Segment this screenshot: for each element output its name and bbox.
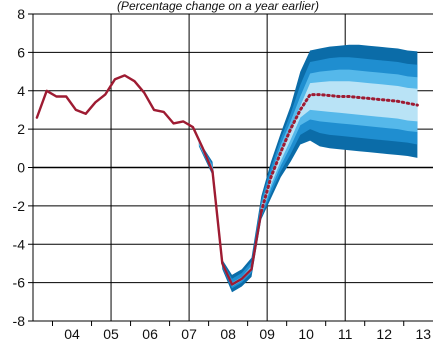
y-tick-label: 2	[17, 121, 25, 137]
x-tick-label: 04	[64, 326, 80, 342]
x-tick-labels: 04 05 06 07 08 09 10 11 12 13	[64, 326, 431, 342]
y-tick-label: 4	[17, 83, 25, 99]
y-tick-labels: -8 -6 -4 -2 0 2 4 6 8	[13, 6, 26, 329]
x-tick-label: 06	[142, 326, 158, 342]
data-line	[37, 75, 261, 284]
x-tick-label: 10	[298, 326, 314, 342]
y-tick-label: -4	[13, 236, 26, 252]
chart-title: (Percentage change on a year earlier)	[117, 0, 319, 13]
x-tick-label: 05	[103, 326, 119, 342]
y-tick-label: 0	[17, 160, 25, 176]
y-tick-label: 8	[17, 6, 25, 22]
x-tick-label: 13	[415, 326, 431, 342]
fan-bands	[199, 45, 418, 293]
x-tick-label: 08	[220, 326, 236, 342]
y-tick-label: -2	[13, 198, 26, 214]
x-tick-label: 09	[259, 326, 275, 342]
y-tick-label: -6	[13, 275, 26, 291]
x-tick-label: 11	[338, 326, 353, 342]
x-tick-label: 12	[376, 326, 392, 342]
y-tick-label: -8	[13, 313, 26, 329]
x-tick-label: 07	[181, 326, 197, 342]
y-tick-label: 6	[17, 44, 25, 60]
